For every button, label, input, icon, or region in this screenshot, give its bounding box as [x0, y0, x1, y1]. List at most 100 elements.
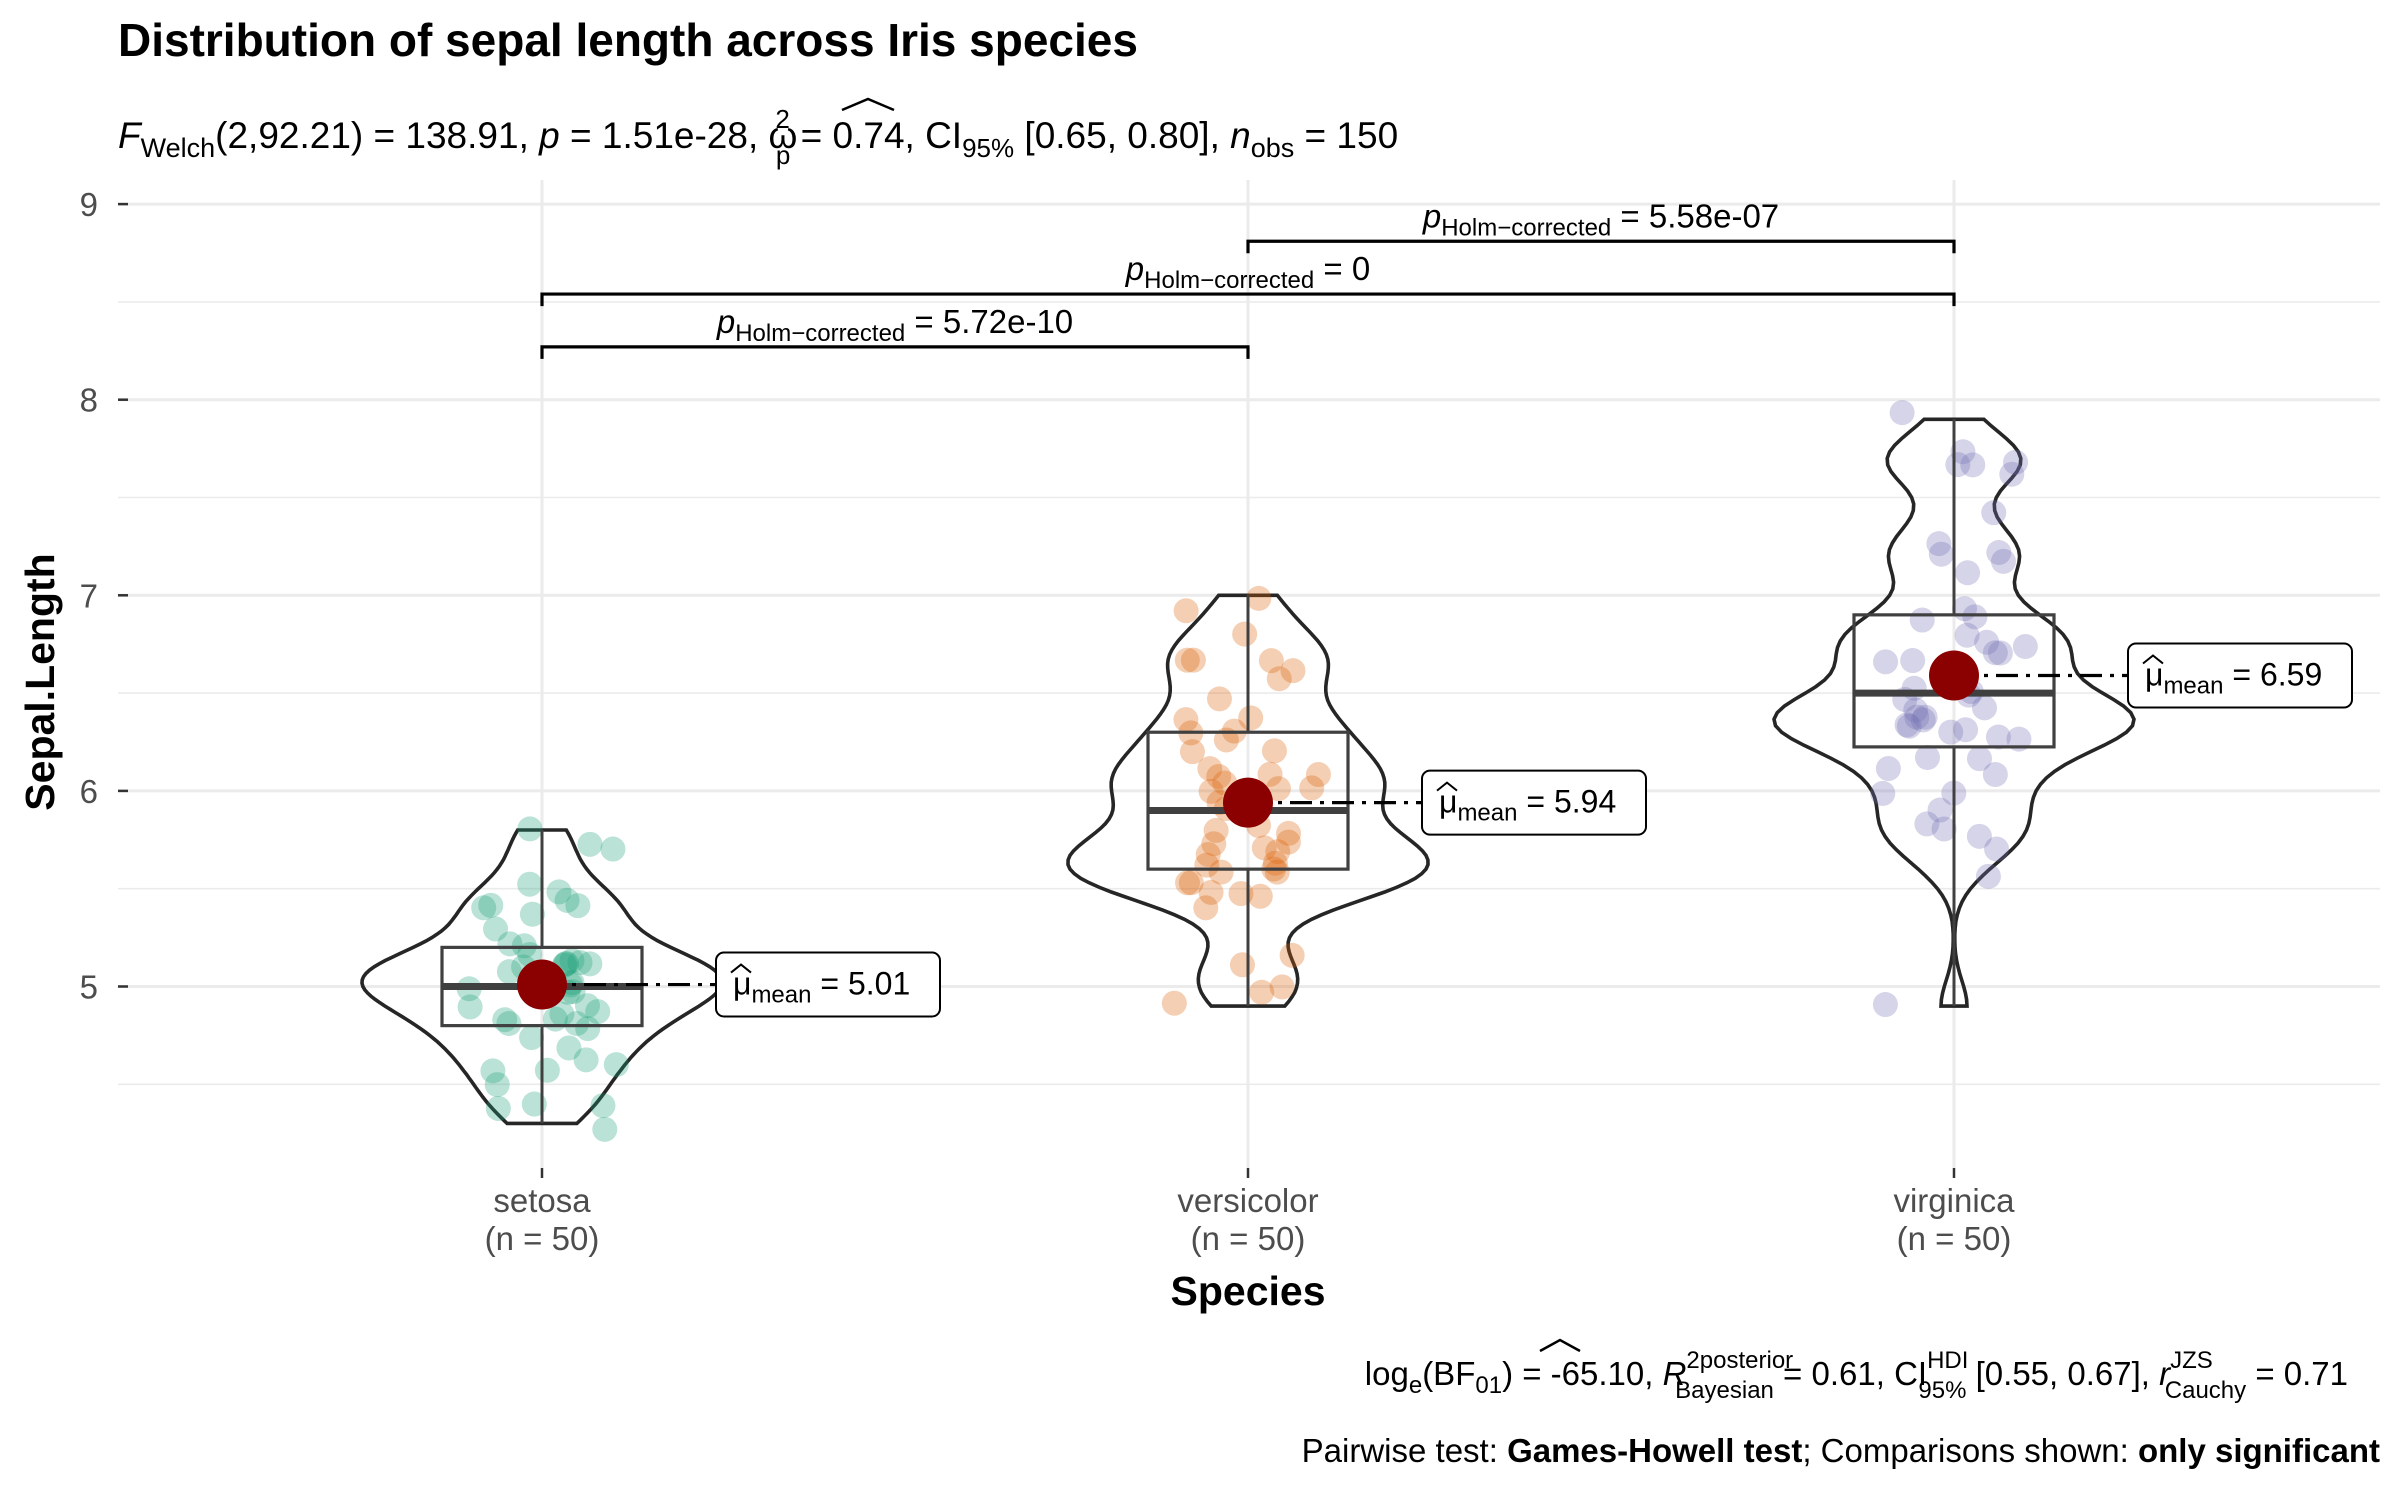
data-point-virginica	[1904, 704, 1930, 730]
data-point-virginica	[1909, 607, 1935, 633]
data-point-virginica	[1960, 452, 1986, 478]
data-point-versicolor	[1279, 942, 1305, 968]
data-point-versicolor	[1175, 870, 1201, 896]
data-point-versicolor	[1249, 979, 1275, 1005]
data-point-setosa	[517, 816, 543, 842]
mean-label-virginica: μmean = 6.59	[2145, 656, 2322, 699]
x-axis-title: Species	[1171, 1268, 1326, 1314]
x-tick-n-label: (n = 50)	[1897, 1220, 2012, 1257]
data-point-versicolor	[1206, 686, 1232, 712]
x-tick-label: versicolor	[1177, 1182, 1318, 1219]
data-point-virginica	[1966, 823, 1992, 849]
y-tick-label: 5	[80, 969, 98, 1006]
data-point-setosa	[492, 1007, 518, 1033]
box-versicolor	[1146, 730, 1350, 871]
caption-pairwise: Pairwise test: Games-Howell test; Compar…	[1302, 1432, 2380, 1469]
data-point-virginica	[1945, 452, 1971, 478]
data-point-setosa	[565, 893, 591, 919]
data-point-virginica	[1966, 746, 1992, 772]
data-point-virginica	[1985, 724, 2011, 750]
x-tick-n-label: (n = 50)	[1191, 1220, 1306, 1257]
data-point-virginica	[1990, 548, 2016, 574]
comparison-label: pHolm−corrected = 5.58e-07	[1422, 197, 1779, 241]
data-point-versicolor	[1180, 647, 1206, 673]
data-point-setosa	[480, 1058, 506, 1084]
y-axis-title: Sepal.Length	[17, 553, 63, 810]
data-point-virginica	[1912, 704, 1938, 730]
data-point-versicolor	[1275, 829, 1301, 855]
mean-label-versicolor: μmean = 5.94	[1439, 784, 1616, 827]
data-point-versicolor	[1264, 859, 1290, 885]
data-point-setosa	[478, 892, 504, 918]
data-point-setosa	[497, 931, 523, 957]
mean-point-versicolor	[1223, 777, 1273, 828]
data-point-virginica	[1984, 836, 2010, 862]
x-tick-label: virginica	[1893, 1182, 2015, 1219]
data-point-virginica	[2012, 633, 2038, 659]
data-point-setosa	[559, 948, 585, 974]
x-tick-label: setosa	[493, 1182, 591, 1219]
data-point-virginica	[1875, 756, 1901, 782]
data-point-versicolor	[1265, 839, 1291, 865]
data-point-versicolor	[1257, 761, 1283, 787]
data-point-virginica	[2003, 449, 2029, 475]
data-point-virginica	[1950, 439, 1976, 465]
data-point-versicolor	[1206, 763, 1232, 789]
data-point-versicolor	[1280, 658, 1306, 684]
data-point-setosa	[483, 916, 509, 942]
data-point-versicolor	[1174, 647, 1200, 673]
data-point-setosa	[554, 887, 580, 913]
data-point-virginica	[1999, 461, 2025, 487]
data-point-setosa	[600, 836, 626, 862]
data-point-virginica	[1974, 629, 2000, 655]
mean-layer: μmean = 5.01 μmean = 5.94 μmean = 6.59	[517, 642, 2353, 1018]
data-point-setosa	[519, 1025, 545, 1051]
data-point-virginica	[1931, 816, 1957, 842]
data-point-versicolor	[1266, 666, 1292, 692]
data-point-virginica	[1889, 400, 1915, 426]
data-point-virginica	[1954, 622, 1980, 648]
mean-hat-versicolor	[1436, 781, 1458, 792]
data-point-versicolor	[1203, 817, 1229, 843]
data-point-virginica	[1896, 713, 1922, 739]
data-point-virginica	[1953, 717, 1979, 743]
data-point-setosa	[592, 1116, 618, 1142]
data-point-virginica	[1873, 649, 1899, 675]
mean-point-setosa	[517, 959, 567, 1010]
violin-virginica	[1772, 417, 2136, 1008]
chart-title: Distribution of sepal length across Iris…	[118, 14, 1138, 66]
data-point-virginica	[1972, 695, 1998, 721]
data-point-versicolor	[1261, 738, 1287, 764]
mean-label-box-versicolor	[1421, 769, 1647, 836]
comparison-layer: pHolm−corrected = 5.72e-10 pHolm−correcte…	[540, 197, 1956, 359]
caption-bayes: loge(BF01) = -65.10, R2posterior Bayesian…	[1365, 1347, 2348, 1404]
comparison-label: pHolm−corrected = 0	[1125, 250, 1370, 294]
data-point-setosa	[546, 879, 572, 905]
data-point-versicolor	[1161, 990, 1187, 1016]
data-point-setosa	[574, 993, 600, 1019]
r2-hat	[1539, 1338, 1581, 1353]
comparison-bracket	[540, 292, 1956, 307]
data-point-versicolor	[1275, 820, 1301, 846]
data-point-setosa	[471, 895, 497, 921]
data-point-versicolor	[1251, 835, 1277, 861]
data-point-virginica	[1903, 697, 1929, 723]
data-point-virginica	[1982, 640, 2008, 666]
x-tick-n-label: (n = 50)	[485, 1220, 600, 1257]
data-point-setosa	[577, 831, 603, 857]
data-point-virginica	[1914, 745, 1940, 771]
data-point-virginica	[1900, 648, 1926, 674]
data-point-versicolor	[1258, 648, 1284, 674]
data-point-versicolor	[1247, 883, 1273, 909]
y-tick-label: 9	[80, 186, 98, 223]
data-point-virginica	[1927, 797, 1953, 823]
y-tick-label: 8	[80, 382, 98, 419]
mean-label-box-setosa	[715, 951, 941, 1018]
data-point-versicolor	[1179, 739, 1205, 765]
data-point-virginica	[1938, 719, 1964, 745]
data-point-versicolor	[1265, 776, 1291, 802]
data-point-setosa	[485, 1095, 511, 1121]
data-point-versicolor	[1178, 870, 1204, 896]
data-point-versicolor	[1269, 974, 1295, 1000]
